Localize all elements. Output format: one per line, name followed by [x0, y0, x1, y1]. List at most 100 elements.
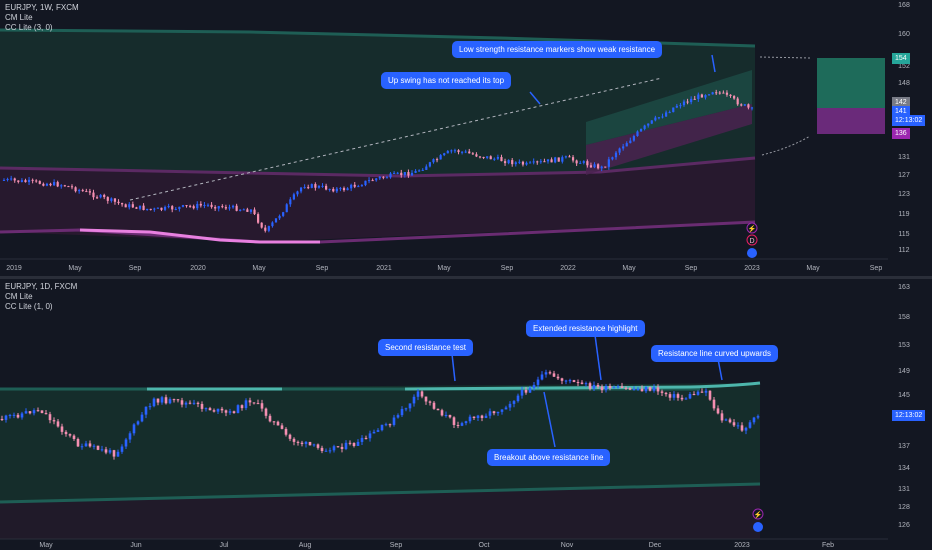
- indicator-cm-lite[interactable]: CM Lite: [5, 13, 33, 22]
- candle: [532, 161, 535, 163]
- candle: [396, 172, 399, 174]
- candle: [353, 184, 356, 187]
- candle: [132, 424, 136, 434]
- candle: [648, 387, 652, 391]
- candle: [224, 207, 227, 209]
- candle: [589, 165, 593, 168]
- candle: [576, 382, 580, 384]
- callout-pointer: [717, 358, 723, 381]
- candle: [582, 161, 585, 163]
- candle: [507, 160, 510, 164]
- rising-channel-lower: [586, 104, 752, 175]
- candle: [488, 411, 492, 416]
- candle: [676, 394, 680, 398]
- time-tick-label: Sep: [390, 542, 403, 549]
- pane-divider[interactable]: [0, 276, 932, 279]
- globe-icon[interactable]: [747, 248, 757, 258]
- candle: [121, 203, 124, 205]
- candle: [221, 206, 224, 208]
- candle: [288, 434, 292, 439]
- price-tick-label: 115: [898, 231, 909, 238]
- candle: [378, 176, 381, 179]
- candle: [299, 187, 303, 192]
- candle: [592, 385, 596, 389]
- daily-legend[interactable]: EURJPY, 1D, FXCM CM Lite CC Lite (1, 0): [5, 282, 77, 312]
- candle: [420, 391, 424, 397]
- candle: [504, 407, 508, 410]
- candle: [128, 433, 132, 440]
- candle: [672, 394, 676, 398]
- time-tick-label: Aug: [299, 542, 312, 549]
- resistance-highlight-2: [404, 381, 761, 391]
- time-tick-label: Sep: [685, 265, 698, 272]
- candle: [516, 395, 520, 402]
- projection-arrow-top: [759, 56, 811, 59]
- candle: [604, 385, 608, 391]
- candle: [156, 398, 160, 403]
- candle: [636, 388, 640, 390]
- daily-chart-canvas[interactable]: 163 158 153 149 145 137 134 131 128 126 May Jun Jul…: [0, 279, 932, 550]
- weekly-legend[interactable]: EURJPY, 1W, FXCM CM Lite CC Lite (3, 0): [5, 3, 79, 33]
- daily-chart-pane[interactable]: 163 158 153 149 145 137 134 131 128 126 May Jun Jul…: [0, 279, 932, 550]
- candle: [36, 410, 40, 412]
- candle: [412, 396, 416, 404]
- candle: [10, 178, 13, 180]
- candle: [180, 400, 184, 405]
- candle: [228, 207, 231, 209]
- candle: [744, 427, 748, 431]
- candle: [360, 437, 364, 442]
- candle: [560, 378, 564, 381]
- candle: [514, 162, 517, 165]
- bolt-icon[interactable]: [752, 508, 764, 520]
- indicator-cc-lite[interactable]: CC Lite (3, 0): [5, 23, 53, 32]
- candle: [444, 414, 448, 416]
- candle: [478, 156, 482, 158]
- candle: [12, 414, 16, 416]
- candle: [572, 380, 576, 383]
- candle: [112, 450, 116, 457]
- candle: [482, 156, 485, 158]
- candle: [756, 416, 760, 418]
- indicator-cm-lite[interactable]: CM Lite: [5, 292, 33, 301]
- candle: [740, 104, 743, 106]
- candle: [200, 403, 204, 409]
- price-tick-label: 119: [898, 211, 909, 218]
- candle: [536, 161, 539, 163]
- candle: [92, 192, 95, 198]
- candle: [228, 411, 232, 413]
- candle: [440, 410, 444, 416]
- candle: [63, 185, 66, 187]
- candle: [152, 398, 156, 407]
- time-tick-label: 2020: [190, 265, 206, 272]
- candle: [604, 166, 607, 168]
- price-tick-label: 160: [898, 31, 910, 38]
- candle: [84, 443, 88, 447]
- candle: [95, 197, 99, 199]
- indicator-cc-lite[interactable]: CC Lite (1, 0): [5, 302, 53, 311]
- candle: [632, 389, 636, 391]
- candle: [718, 92, 721, 94]
- globe-icon[interactable]: [753, 522, 763, 532]
- price-tick-label: 131: [898, 486, 910, 493]
- candle: [643, 125, 646, 129]
- candle: [632, 136, 635, 141]
- bolt-icon[interactable]: [746, 222, 758, 234]
- candle: [285, 204, 288, 213]
- candle: [264, 227, 267, 231]
- weekly-chart-pane[interactable]: 168 160 152 148 141 131 127 123 119 115 112 2019 Ma…: [0, 0, 932, 276]
- candle: [149, 208, 152, 210]
- candle: [317, 185, 321, 188]
- candle: [624, 387, 628, 389]
- candle: [108, 450, 112, 453]
- candle: [272, 421, 276, 423]
- time-tick-label: 2023: [744, 265, 760, 272]
- candle: [618, 148, 621, 153]
- candle: [339, 188, 342, 190]
- countdown-timer: 12:13:02: [892, 115, 926, 126]
- time-tick-label: May: [252, 265, 266, 272]
- price-tick-label: 149: [898, 368, 910, 375]
- dividend-icon[interactable]: [746, 234, 758, 246]
- candle: [540, 374, 544, 380]
- candle: [196, 402, 200, 404]
